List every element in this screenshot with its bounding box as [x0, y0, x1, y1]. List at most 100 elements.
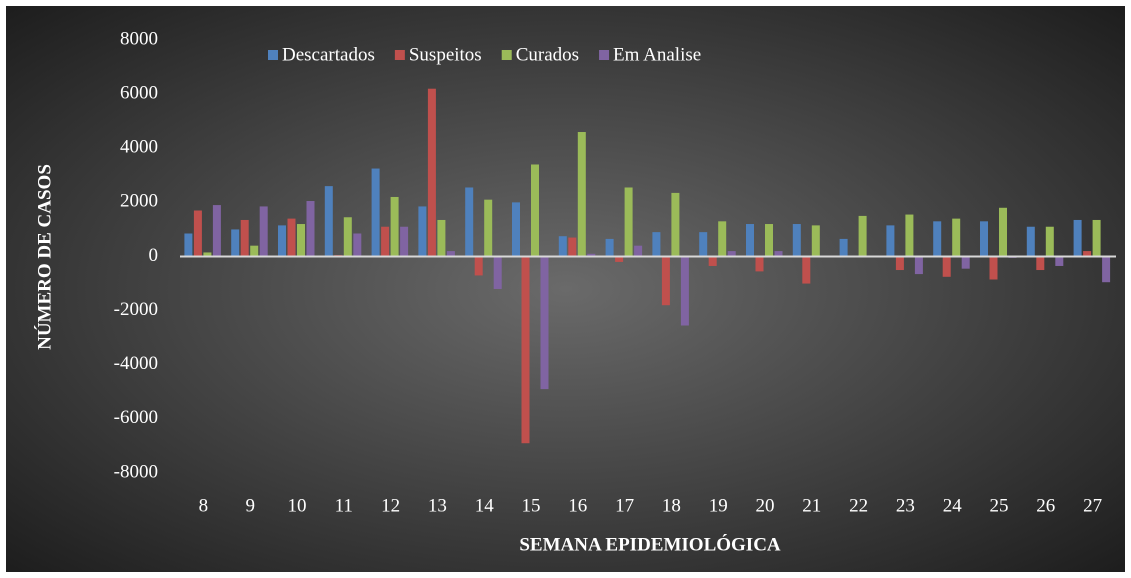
bar: [231, 229, 240, 257]
bar: [193, 210, 202, 257]
x-tick-label: 19: [709, 495, 728, 516]
bar: [446, 251, 455, 257]
x-tick-label: 9: [245, 495, 255, 516]
x-tick-label: 10: [288, 495, 307, 516]
bar: [895, 256, 904, 271]
x-tick-label: 22: [849, 495, 868, 516]
bar: [1026, 226, 1035, 257]
bar: [390, 196, 399, 257]
y-axis-title: NÚMERO DE CASOS: [33, 164, 55, 350]
x-tick-label: 24: [943, 495, 963, 516]
x-tick-label: 23: [896, 495, 915, 516]
bar: [886, 225, 895, 257]
legend-label: Descartados: [282, 44, 375, 65]
legend-swatch: [268, 50, 278, 60]
bar: [1045, 226, 1054, 257]
bar: [250, 245, 259, 257]
y-tick-label: 2000: [120, 191, 158, 212]
y-tick-label: 8000: [120, 28, 158, 49]
x-tick-label: 14: [475, 495, 495, 516]
bar: [297, 224, 305, 257]
bar: [914, 256, 923, 275]
legend-swatch: [501, 50, 512, 60]
bar: [1102, 256, 1111, 283]
y-tick-label: -8000: [114, 461, 158, 482]
bar: [587, 253, 596, 257]
y-tick-label: -2000: [114, 299, 158, 320]
bar: [727, 251, 736, 257]
bar: [521, 256, 530, 444]
bar: [765, 224, 773, 257]
x-tick-label: 17: [615, 495, 634, 516]
bar: [652, 232, 661, 257]
bar: [708, 256, 717, 266]
bar: [605, 238, 614, 257]
bar: [905, 214, 914, 257]
bar: [512, 202, 520, 257]
bar: [531, 164, 539, 257]
bar: [540, 256, 549, 390]
bar: [437, 219, 446, 257]
bar: [1055, 256, 1064, 266]
x-tick-label: 26: [1036, 495, 1055, 516]
bar: [474, 256, 483, 276]
x-tick-label: 11: [335, 495, 353, 516]
bar: [746, 224, 754, 257]
bar: [802, 256, 811, 284]
x-tick-label: 27: [1083, 495, 1102, 516]
bar: [699, 232, 708, 257]
x-tick-label: 21: [802, 495, 821, 516]
y-tick-label: -6000: [114, 407, 158, 428]
bar: [465, 187, 474, 257]
bar: [1092, 219, 1101, 257]
bar: [287, 218, 296, 257]
bar: [661, 256, 670, 306]
bar: [1036, 256, 1045, 271]
legend-swatch: [394, 50, 405, 60]
x-tick-label: 12: [381, 495, 400, 516]
bar: [942, 256, 951, 277]
bar: [427, 88, 436, 257]
bar: [493, 256, 502, 289]
bar: [278, 225, 286, 257]
bar: [484, 199, 493, 257]
bar: [324, 186, 333, 257]
bar: [371, 168, 380, 257]
bar: [577, 132, 586, 257]
x-tick-label: 15: [522, 495, 541, 516]
bar: [184, 233, 193, 257]
x-tick-label: 18: [662, 495, 681, 516]
bar: [989, 256, 998, 280]
bar: [306, 201, 315, 257]
bar: [634, 245, 643, 257]
bar: [774, 251, 783, 257]
bar: [1073, 219, 1082, 257]
bar: [680, 256, 689, 326]
y-tick-label: -4000: [114, 353, 158, 374]
bar: [240, 219, 249, 257]
x-tick-label: 16: [568, 495, 587, 516]
x-tick-label: 8: [199, 495, 209, 516]
bar: [624, 187, 633, 257]
bar: [259, 206, 268, 257]
legend-swatch: [599, 50, 610, 60]
bar: [212, 205, 221, 257]
y-tick-label: 0: [149, 245, 159, 266]
bar: [1083, 251, 1092, 257]
bar: [952, 218, 961, 257]
bar: [933, 221, 942, 257]
bar: [353, 233, 362, 257]
bar: [400, 226, 409, 257]
chart-background: [6, 6, 1125, 572]
y-tick-label: 6000: [120, 82, 158, 103]
legend-label: Suspeitos: [409, 44, 482, 65]
bar: [615, 256, 624, 262]
x-tick-label: 25: [990, 495, 1009, 516]
bar: [792, 224, 801, 257]
bar: [671, 192, 680, 257]
bar: [343, 217, 352, 257]
bar: [558, 236, 567, 257]
x-tick-label: 20: [756, 495, 775, 516]
